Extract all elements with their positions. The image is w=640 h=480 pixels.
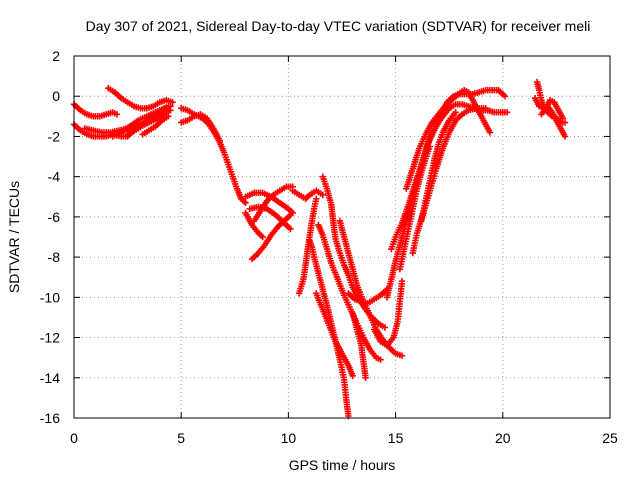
series-arc-8 (178, 105, 249, 206)
y-tick-label: 0 (52, 88, 60, 104)
series-arc-15 (289, 187, 326, 202)
data-point (426, 143, 434, 150)
series-arc-19 (319, 173, 389, 331)
series-arc-9 (178, 111, 223, 144)
data-point (169, 99, 176, 106)
series-arc-24 (371, 278, 406, 349)
series-arc-33 (538, 97, 566, 122)
data-point (313, 195, 320, 202)
y-tick-label: -4 (48, 169, 61, 185)
series-arc-12 (250, 183, 296, 225)
y-tick-label: -2 (48, 128, 61, 144)
series-arc-16 (295, 195, 320, 297)
axis-ticks (73, 55, 611, 419)
x-tick-label: 10 (281, 430, 297, 446)
data-point (319, 191, 326, 198)
data-point (165, 113, 172, 120)
series-arc-20 (313, 290, 356, 379)
series-arc-14 (242, 209, 266, 241)
series-arc-18 (315, 221, 384, 363)
series-arc-7 (139, 113, 172, 138)
data-point (398, 352, 406, 359)
series-arc-22 (345, 286, 391, 307)
y-axis-label: SDTVAR / TECUs (6, 181, 22, 293)
x-tick-label: 0 (70, 430, 78, 446)
data-point (559, 115, 566, 122)
x-tick-label: 15 (388, 430, 404, 446)
y-tick-label: 2 (52, 48, 60, 64)
data-point (242, 199, 249, 206)
data-point (113, 111, 121, 118)
x-tick-labels: 0 5 10 15 20 25 (70, 430, 618, 446)
data-point (377, 356, 384, 363)
data-point (287, 225, 294, 233)
data-point (381, 324, 389, 331)
data-point (349, 372, 356, 379)
y-tick-label: -6 (48, 209, 61, 225)
data-marks (70, 78, 569, 420)
chart-title: Day 307 of 2021, Sidereal Day-to-day VTE… (86, 18, 591, 34)
data-point (165, 103, 172, 110)
y-tick-label: -8 (48, 249, 61, 265)
y-tick-label: -12 (40, 330, 60, 346)
data-point (216, 137, 223, 144)
series-arc-23 (349, 310, 369, 381)
data-point (362, 374, 369, 381)
data-point (561, 119, 569, 126)
data-point (482, 105, 489, 112)
x-tick-label: 25 (602, 430, 618, 446)
data-point (259, 233, 266, 241)
plot-frame (73, 55, 611, 419)
y-tick-labels: -16 -14 -12 -10 -8 -6 -4 -2 0 2 (40, 48, 60, 426)
y-tick-label: -10 (40, 289, 60, 305)
series-arc-6 (124, 103, 172, 138)
x-tick-label: 5 (177, 430, 185, 446)
series-arc-1 (70, 101, 121, 120)
data-point (486, 129, 494, 136)
data-point (398, 278, 406, 285)
series-arc-30 (396, 143, 434, 273)
x-tick-label: 20 (495, 430, 511, 446)
x-axis-label: GPS time / hours (289, 457, 396, 473)
series-arc-13 (248, 211, 294, 263)
series-arc-4 (105, 85, 176, 112)
y-tick-label: -16 (40, 410, 60, 426)
data-point (287, 211, 294, 219)
data-point (503, 109, 511, 116)
y-tick-label: -14 (40, 370, 60, 386)
data-point (452, 109, 459, 116)
data-point (561, 133, 569, 140)
series-arc-28 (409, 105, 489, 257)
series-arc-29 (418, 109, 459, 225)
data-point (501, 93, 509, 100)
